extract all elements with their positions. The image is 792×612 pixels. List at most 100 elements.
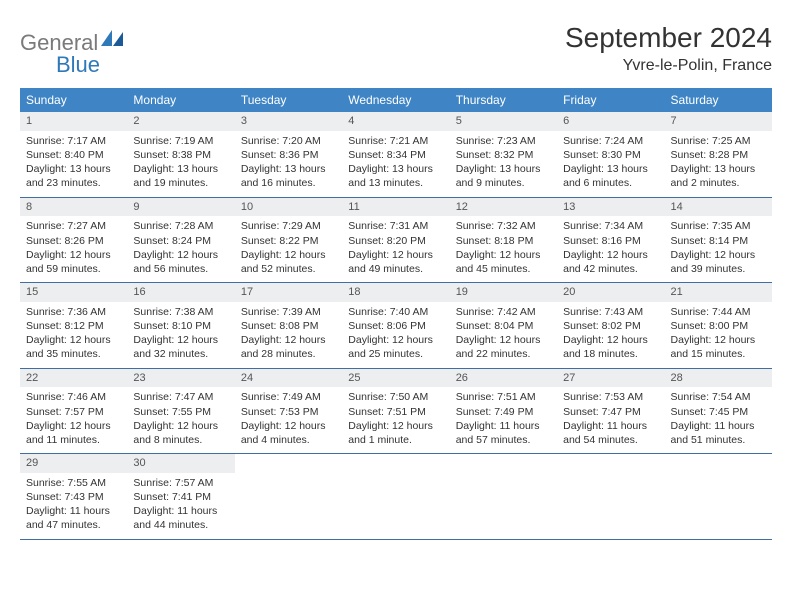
day-content: Sunrise: 7:28 AMSunset: 8:24 PMDaylight:… [127, 219, 234, 276]
day-line: Sunrise: 7:54 AM [671, 390, 766, 404]
day-line: Daylight: 13 hours [456, 162, 551, 176]
day-line: Sunrise: 7:38 AM [133, 305, 228, 319]
day-line: Sunrise: 7:17 AM [26, 134, 121, 148]
day-line: and 39 minutes. [671, 262, 766, 276]
day-content: Sunrise: 7:47 AMSunset: 7:55 PMDaylight:… [127, 390, 234, 447]
day-line: Sunrise: 7:49 AM [241, 390, 336, 404]
day-line: Sunset: 8:04 PM [456, 319, 551, 333]
day-line: Sunrise: 7:36 AM [26, 305, 121, 319]
month-title: September 2024 [565, 22, 772, 54]
header: General Blue September 2024 Yvre-le-Poli… [20, 22, 772, 78]
day-line: Sunrise: 7:21 AM [348, 134, 443, 148]
day-line: and 51 minutes. [671, 433, 766, 447]
day-header: Monday [127, 88, 234, 112]
day-line: Sunset: 7:49 PM [456, 405, 551, 419]
day-line: and 28 minutes. [241, 347, 336, 361]
day-line: Daylight: 13 hours [26, 162, 121, 176]
day-cell: 13Sunrise: 7:34 AMSunset: 8:16 PMDayligh… [557, 198, 664, 283]
day-number: 16 [127, 283, 234, 302]
day-line: Sunrise: 7:51 AM [456, 390, 551, 404]
day-line: Sunrise: 7:53 AM [563, 390, 658, 404]
day-number: 4 [342, 112, 449, 131]
day-line: Daylight: 11 hours [26, 504, 121, 518]
day-cell: 25Sunrise: 7:50 AMSunset: 7:51 PMDayligh… [342, 369, 449, 454]
day-line: Sunset: 8:40 PM [26, 148, 121, 162]
day-line: Daylight: 13 hours [241, 162, 336, 176]
day-line: Daylight: 12 hours [26, 419, 121, 433]
day-cell [557, 454, 664, 539]
day-cell: 18 Sunrise: 7:40 AMSunset: 8:06 PMDayligh… [342, 283, 449, 368]
day-header: Wednesday [342, 88, 449, 112]
day-line: and 32 minutes. [133, 347, 228, 361]
day-line: Daylight: 12 hours [241, 333, 336, 347]
day-number: 14 [665, 198, 772, 217]
day-number: 13 [557, 198, 664, 217]
day-line: Sunrise: 7:40 AM [348, 305, 443, 319]
header-right: September 2024 Yvre-le-Polin, France [565, 22, 772, 75]
day-cell: 9Sunrise: 7:28 AMSunset: 8:24 PMDaylight… [127, 198, 234, 283]
day-number: 7 [665, 112, 772, 131]
day-cell: 26Sunrise: 7:51 AMSunset: 7:49 PMDayligh… [450, 369, 557, 454]
day-content: Sunrise: 7:53 AMSunset: 7:47 PMDaylight:… [557, 390, 664, 447]
day-cell: 12Sunrise: 7:32 AMSunset: 8:18 PMDayligh… [450, 198, 557, 283]
day-content: Sunrise: 7:50 AMSunset: 7:51 PMDaylight:… [342, 390, 449, 447]
day-cell: 19Sunrise: 7:42 AMSunset: 8:04 PMDayligh… [450, 283, 557, 368]
day-line: Sunset: 8:38 PM [133, 148, 228, 162]
day-line: and 57 minutes. [456, 433, 551, 447]
day-line: Daylight: 12 hours [348, 419, 443, 433]
day-content: Sunrise: 7:32 AMSunset: 8:18 PMDaylight:… [450, 219, 557, 276]
day-line: Sunset: 8:22 PM [241, 234, 336, 248]
day-number: 19 [450, 283, 557, 302]
day-line: Daylight: 13 hours [563, 162, 658, 176]
day-cell: 10Sunrise: 7:29 AMSunset: 8:22 PMDayligh… [235, 198, 342, 283]
day-line: Sunset: 8:10 PM [133, 319, 228, 333]
day-cell: 1Sunrise: 7:17 AMSunset: 8:40 PMDaylight… [20, 112, 127, 197]
day-line: and 59 minutes. [26, 262, 121, 276]
day-cell [342, 454, 449, 539]
day-line: Daylight: 12 hours [26, 248, 121, 262]
day-content: Sunrise: 7:49 AMSunset: 7:53 PMDaylight:… [235, 390, 342, 447]
day-content: Sunrise: 7:35 AMSunset: 8:14 PMDaylight:… [665, 219, 772, 276]
day-line: Daylight: 12 hours [456, 333, 551, 347]
day-line: Sunrise: 7:19 AM [133, 134, 228, 148]
day-number: 28 [665, 369, 772, 388]
day-content: Sunrise: 7:20 AMSunset: 8:36 PMDaylight:… [235, 134, 342, 191]
day-number: 5 [450, 112, 557, 131]
day-line: Sunset: 8:02 PM [563, 319, 658, 333]
day-line: Sunset: 8:08 PM [241, 319, 336, 333]
day-cell: 2Sunrise: 7:19 AMSunset: 8:38 PMDaylight… [127, 112, 234, 197]
day-line: and 42 minutes. [563, 262, 658, 276]
day-line: Sunset: 8:06 PM [348, 319, 443, 333]
day-line: and 45 minutes. [456, 262, 551, 276]
day-line: and 6 minutes. [563, 176, 658, 190]
day-header: Thursday [450, 88, 557, 112]
day-line: Daylight: 11 hours [671, 419, 766, 433]
day-line: and 9 minutes. [456, 176, 551, 190]
week-row: 1Sunrise: 7:17 AMSunset: 8:40 PMDaylight… [20, 112, 772, 198]
logo: General Blue [20, 22, 123, 78]
day-line: Sunset: 7:55 PM [133, 405, 228, 419]
day-number: 20 [557, 283, 664, 302]
day-line: Sunset: 7:45 PM [671, 405, 766, 419]
day-line: Sunrise: 7:24 AM [563, 134, 658, 148]
day-line: Sunset: 8:18 PM [456, 234, 551, 248]
day-cell: 29Sunrise: 7:55 AMSunset: 7:43 PMDayligh… [20, 454, 127, 539]
day-line: Sunset: 8:24 PM [133, 234, 228, 248]
day-cell: 15Sunrise: 7:36 AMSunset: 8:12 PMDayligh… [20, 283, 127, 368]
day-line: Sunset: 8:30 PM [563, 148, 658, 162]
day-number: 18 [342, 283, 449, 302]
calendar-page: General Blue September 2024 Yvre-le-Poli… [0, 0, 792, 560]
day-line: Sunrise: 7:31 AM [348, 219, 443, 233]
day-cell: 20Sunrise: 7:43 AMSunset: 8:02 PMDayligh… [557, 283, 664, 368]
day-content: Sunrise: 7:40 AMSunset: 8:06 PMDaylight:… [342, 305, 449, 362]
day-number: 24 [235, 369, 342, 388]
day-cell: 6Sunrise: 7:24 AMSunset: 8:30 PMDaylight… [557, 112, 664, 197]
day-content: Sunrise: 7:29 AMSunset: 8:22 PMDaylight:… [235, 219, 342, 276]
week-row: 8Sunrise: 7:27 AMSunset: 8:26 PMDaylight… [20, 198, 772, 284]
day-line: and 22 minutes. [456, 347, 551, 361]
day-line: Sunset: 8:14 PM [671, 234, 766, 248]
day-line: Sunset: 7:47 PM [563, 405, 658, 419]
day-number: 3 [235, 112, 342, 131]
day-number: 15 [20, 283, 127, 302]
day-line: and 1 minute. [348, 433, 443, 447]
